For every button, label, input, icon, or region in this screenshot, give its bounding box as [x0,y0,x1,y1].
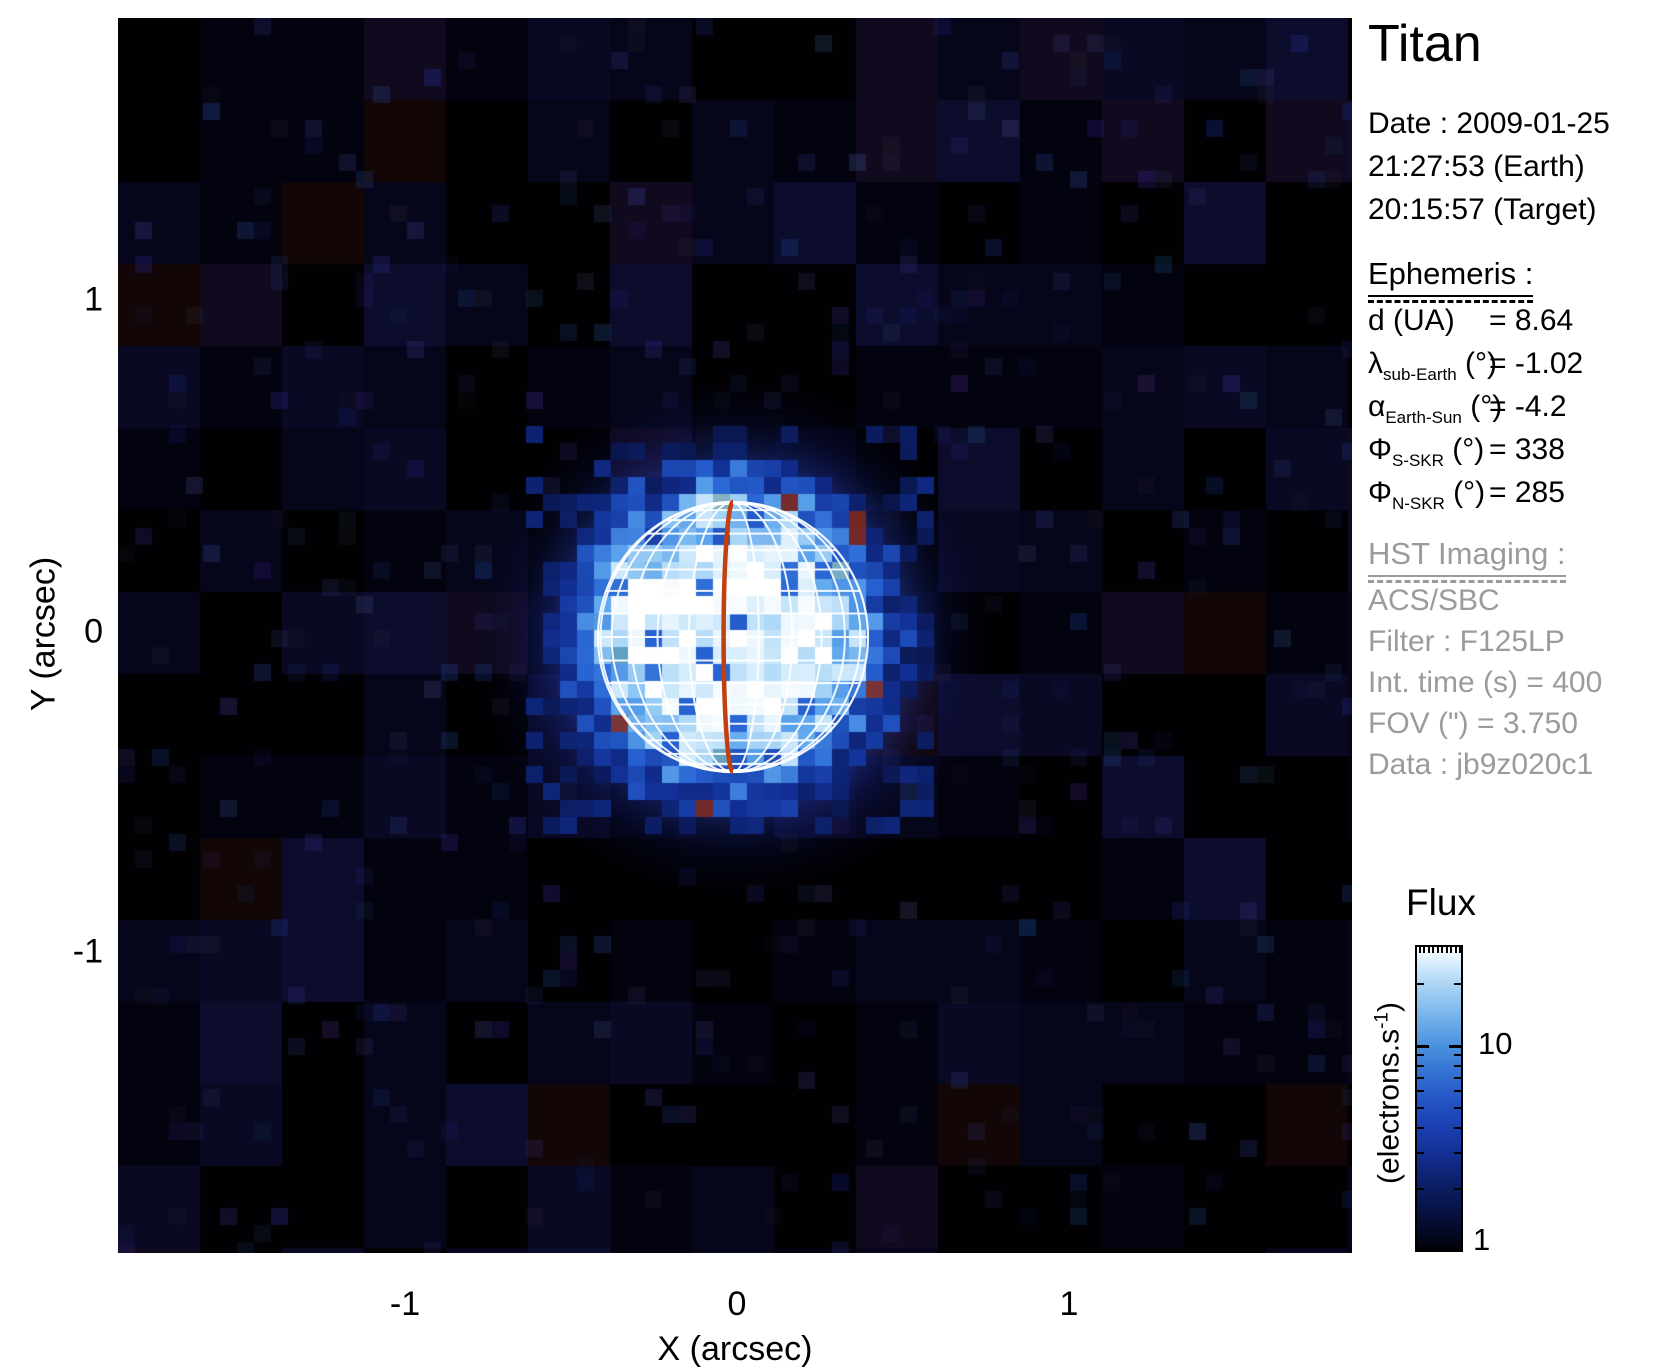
hst-imaging-section-heading: HST Imaging : [1368,536,1566,583]
y-tick-0: 0 [84,612,103,651]
colorbar-tick [1436,947,1439,953]
colorbar-tick [1423,947,1426,953]
colorbar-tick [1454,947,1457,953]
colorbar-tick [1454,1064,1461,1067]
colorbar-tick [1427,947,1430,953]
colorbar-tick [1417,1076,1424,1079]
colorbar-tick [1454,1054,1461,1057]
x-tick-minus1: -1 [389,1285,421,1323]
colorbar-tick [1454,1152,1461,1155]
colorbar-tick [1419,947,1421,953]
ephemeris-heading-text: Ephemeris : [1368,256,1534,297]
ephemeris-row-distance: d (UA) = 8.64 [1368,303,1574,337]
colorbar-title: Flux [1406,882,1476,923]
colorbar-tick [1417,1126,1424,1129]
colorbar-tick [1417,1044,1429,1048]
ephemeris-heading-dashes [1368,300,1534,303]
target-time-line: 20:15:57 (Target) [1368,193,1597,226]
planet-lat-lon-grid-overlay [596,499,870,775]
observation-datetime: Date : 2009-01-25 21:27:53 (Earth) 20:15… [1368,102,1610,231]
colorbar-tick [1417,1188,1424,1191]
ephemeris-value: = -1.02 [1489,346,1584,380]
colorbar-tick [1454,1106,1461,1109]
page-title: Titan [1368,15,1482,73]
colorbar-tick [1449,1044,1461,1048]
hst-filter: Filter : F125LP [1368,625,1565,658]
colorbar-unit-label: (electrons.s-1) [1371,1002,1406,1184]
y-tick-minus1: -1 [72,932,103,971]
colorbar-tick [1417,1106,1424,1109]
ephemeris-row-s-skr-phase: ΦS-SKR (°) = 338 [1368,432,1565,470]
x-axis-label: X (arcsec) [657,1330,813,1367]
ephemeris-row-subearth-latitude: λsub-Earth (°) = -1.02 [1368,346,1584,384]
ephemeris-value: = -4.2 [1489,389,1567,423]
ephemeris-row-phase-angle: αEarth-Sun (°) = -4.2 [1368,389,1567,427]
colorbar-tick-label-10: 10 [1478,1026,1513,1061]
colorbar-tick [1417,1090,1424,1093]
colorbar-tick [1417,983,1424,986]
earth-time-line: 21:27:53 (Earth) [1368,150,1585,183]
colorbar-tick [1459,947,1462,953]
colorbar-tick [1450,947,1453,953]
colorbar-tick [1454,1076,1461,1079]
colorbar-tick [1454,1126,1461,1129]
ephemeris-value: = 338 [1489,432,1565,466]
hst-heading-dashes [1368,580,1566,583]
sky-image-plot [118,18,1352,1253]
colorbar-tick [1454,1188,1461,1191]
colorbar-tick [1432,947,1435,953]
x-tick-1: 1 [1059,1285,1079,1323]
ephemeris-value: = 285 [1489,475,1565,509]
colorbar-tick [1417,1064,1424,1067]
hst-integration-time: Int. time (s) = 400 [1368,666,1603,699]
hst-data-id: Data : jb9z020c1 [1368,748,1594,781]
flux-colorbar [1415,945,1463,1252]
titan-fuv-image-canvas [118,18,1352,1253]
colorbar-tick [1454,1090,1461,1093]
colorbar-tick-label-1: 1 [1473,1222,1491,1257]
ephemeris-row-n-skr-phase: ΦN-SKR (°) = 285 [1368,475,1565,513]
colorbar-tick [1417,1054,1424,1057]
ephemeris-section-heading: Ephemeris : [1368,256,1534,303]
date-line: Date : 2009-01-25 [1368,107,1610,140]
y-tick-1: 1 [84,280,103,319]
colorbar-ticks [1417,947,1462,1250]
hst-instrument: ACS/SBC [1368,584,1500,617]
ephemeris-table: d (UA) = 8.64 λsub-Earth (°) = -1.02 αEa… [1368,299,1583,514]
colorbar-tick [1445,947,1448,953]
hst-imaging-details: ACS/SBC Filter : F125LP Int. time (s) = … [1368,580,1602,785]
colorbar-tick [1417,1152,1424,1155]
hst-heading-text: HST Imaging : [1368,536,1566,577]
x-tick-0: 0 [727,1285,747,1323]
hst-fov: FOV (") = 3.750 [1368,707,1578,740]
colorbar-tick [1454,983,1461,986]
colorbar-tick [1441,947,1444,953]
ephemeris-value: = 8.64 [1489,303,1574,337]
